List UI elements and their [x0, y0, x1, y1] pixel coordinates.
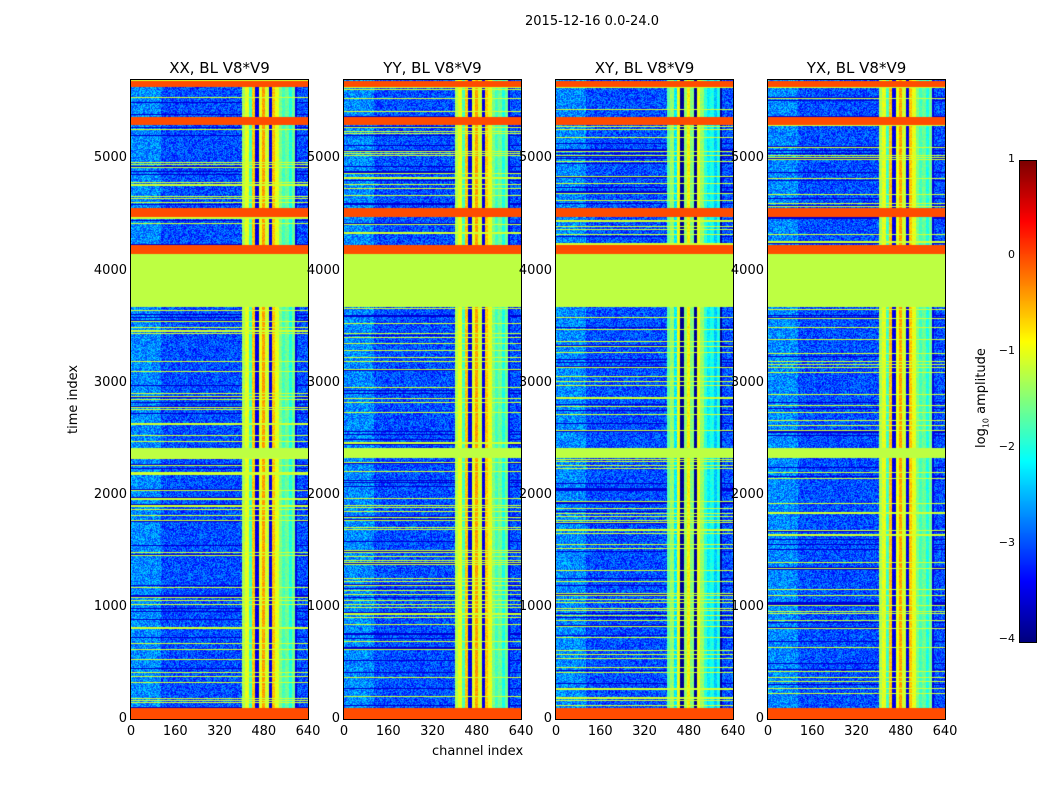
colorbar-tick-label: −4: [998, 632, 1015, 645]
colorbar-tick-label: 1: [1008, 152, 1015, 165]
panel-title: XY, BL V8*V9: [594, 59, 695, 77]
y-tick-label: 3000: [730, 374, 764, 390]
y-tick-label: 3000: [306, 374, 340, 390]
y-tick-label: 5000: [518, 150, 552, 166]
x-tick-label: 640: [295, 724, 321, 739]
y-tick-label: 3000: [93, 374, 127, 390]
heatmap-panel: [343, 79, 522, 720]
x-tick-label: 640: [932, 724, 958, 739]
colorbar-tick-label: −3: [998, 536, 1015, 549]
y-tick-label: 1000: [306, 598, 340, 614]
y-tick-label: 0: [543, 711, 552, 726]
y-tick-label: 1000: [93, 598, 127, 614]
x-tick-label: 0: [551, 724, 561, 739]
y-tick-label: 4000: [518, 262, 552, 278]
heatmap-panel: [555, 79, 734, 720]
x-tick-label: 480: [676, 724, 702, 739]
y-tick-label: 0: [755, 711, 764, 726]
panel-title: YY, BL V8*V9: [383, 59, 482, 77]
colorbar-label-sub: 10: [981, 417, 991, 429]
x-axis-label: channel index: [432, 744, 524, 759]
y-tick-label: 5000: [306, 150, 340, 166]
y-axis-label: time index: [66, 364, 81, 434]
y-tick-label: 0: [331, 711, 340, 726]
heatmap-panel: [767, 79, 946, 720]
x-tick-label: 320: [844, 724, 869, 739]
x-tick-label: 480: [464, 724, 490, 739]
y-tick-label: 3000: [518, 374, 552, 390]
y-tick-label: 2000: [93, 486, 127, 502]
colorbar-tick-label: −1: [998, 344, 1015, 357]
colorbar-tick-label: −2: [998, 440, 1015, 453]
x-tick-label: 480: [251, 724, 277, 739]
heatmap-panel: [130, 79, 309, 720]
y-tick-label: 4000: [306, 262, 340, 278]
figure-suptitle: 2015-12-16 0.0-24.0: [525, 14, 659, 29]
x-tick-label: 160: [799, 724, 825, 739]
colorbar-label-tail: amplitude: [974, 348, 989, 418]
colorbar: [1019, 160, 1037, 643]
panel-title: YX, BL V8*V9: [806, 59, 907, 77]
y-tick-label: 4000: [93, 262, 127, 278]
y-tick-label: 2000: [730, 486, 764, 502]
y-tick-label: 5000: [93, 150, 127, 166]
x-tick-label: 320: [632, 724, 657, 739]
x-tick-label: 640: [720, 724, 746, 739]
x-tick-label: 0: [339, 724, 349, 739]
x-tick-label: 320: [207, 724, 232, 739]
colorbar-tick-label: 0: [1008, 248, 1015, 261]
x-tick-label: 320: [420, 724, 445, 739]
y-tick-label: 1000: [730, 598, 764, 614]
x-tick-label: 160: [375, 724, 401, 739]
x-tick-label: 160: [162, 724, 188, 739]
x-tick-label: 160: [587, 724, 613, 739]
panel-title: XX, BL V8*V9: [169, 59, 270, 77]
y-tick-label: 1000: [518, 598, 552, 614]
y-tick-label: 4000: [730, 262, 764, 278]
x-tick-label: 0: [126, 724, 136, 739]
x-tick-label: 480: [888, 724, 914, 739]
colorbar-label: log10 amplitude: [974, 348, 991, 448]
y-tick-label: 5000: [730, 150, 764, 166]
x-tick-label: 640: [508, 724, 534, 739]
y-tick-label: 2000: [518, 486, 552, 502]
y-tick-label: 2000: [306, 486, 340, 502]
x-tick-label: 0: [763, 724, 773, 739]
y-tick-label: 0: [118, 711, 127, 726]
